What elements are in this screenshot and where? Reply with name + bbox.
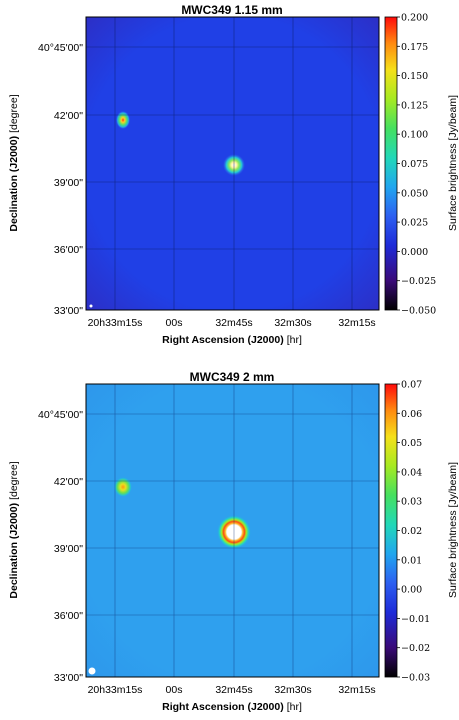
- colorbar-tick-label: 0.05: [401, 438, 422, 449]
- y-tick-labels: 40°45'00" 42'00" 39'00" 36'00" 33'00": [38, 42, 83, 317]
- y-tick-label: 40°45'00": [38, 42, 83, 54]
- colorbar-ticks: 0.200 0.175 0.150 0.125 0.100 0.075 0.050 0.025…: [397, 13, 436, 317]
- colorbar-tick-label: 0.100: [401, 130, 428, 141]
- x-tick-label: 32m15s: [338, 317, 375, 329]
- colorbar-tick-label: 0.000: [401, 247, 428, 258]
- y-tick-label: 33'00": [54, 305, 83, 317]
- colorbar-label: Surface brightness [Jy/beam]: [447, 95, 459, 231]
- x-axis-label: Right Ascension (J2000) [hr]: [162, 334, 302, 346]
- source-secondary: [116, 111, 130, 129]
- x-tick-labels: 20h33m15s 00s 32m45s 32m30s 32m15s: [88, 684, 376, 696]
- y-axis-label-unit: [degree]: [8, 461, 20, 500]
- x-tick-labels: 20h33m15s 00s 32m45s 32m30s 32m15s: [88, 317, 376, 329]
- colorbar-tick-label: 0.06: [401, 409, 422, 420]
- y-tick-label: 33'00": [54, 672, 83, 684]
- colorbar-tick-label: 0.04: [401, 467, 422, 478]
- colorbar-tick-label: 0.150: [401, 71, 428, 82]
- colorbar-ticks: 0.07 0.06 0.05 0.04 0.03 0.02 0.01 0.00 −0.01 −0.…: [397, 380, 430, 684]
- sky-image: [86, 384, 379, 677]
- x-axis-label-name: Right Ascension (J2000): [162, 701, 284, 713]
- y-tick-label: 42'00": [54, 476, 83, 488]
- chart-panel-1: MWC349 1.15 mm 20h33m15s 00s 32m45s 32m3…: [8, 3, 459, 346]
- colorbar-gradient: [384, 16, 398, 311]
- y-tick-label: 39'00": [54, 177, 83, 189]
- coordinate-grid: [86, 384, 379, 677]
- plot-frame: [85, 16, 380, 311]
- x-tick-label: 00s: [166, 317, 183, 329]
- colorbar-tick-label: 0.01: [401, 555, 422, 566]
- y-axis-label-unit: [degree]: [8, 94, 20, 133]
- y-tick-label: 36'00": [54, 610, 83, 622]
- colorbar-label: Surface brightness [Jy/beam]: [447, 462, 459, 598]
- colorbar-tick-label: 0.050: [401, 188, 428, 199]
- y-axis-label-name: Declination (J2000): [8, 503, 20, 599]
- x-tick-label: 32m30s: [274, 317, 311, 329]
- x-axis-label-unit: [hr]: [287, 701, 302, 713]
- y-axis-label-name: Declination (J2000): [8, 136, 20, 232]
- colorbar-tick-label: −0.03: [401, 673, 430, 684]
- x-tick-label: 20h33m15s: [88, 317, 143, 329]
- x-tick-label: 32m45s: [215, 684, 252, 696]
- x-tick-label: 00s: [166, 684, 183, 696]
- source-secondary: [114, 477, 132, 497]
- coordinate-grid: [86, 17, 379, 310]
- x-tick-label: 32m30s: [274, 684, 311, 696]
- colorbar-tick-label: −0.02: [401, 643, 430, 654]
- y-axis-label: Declination (J2000) [degree]: [8, 94, 20, 231]
- x-axis-label: Right Ascension (J2000) [hr]: [162, 701, 302, 713]
- colorbar-gradient: [384, 383, 398, 678]
- colorbar-tick-label: 0.025: [401, 218, 428, 229]
- colorbar-tick-label: 0.075: [401, 159, 428, 170]
- chart-panel-2: MWC349 2 mm 20h33m15s 00s 32m45s 32m30s …: [8, 370, 459, 713]
- x-tick-label: 20h33m15s: [88, 684, 143, 696]
- colorbar-tick-label: 0.02: [401, 526, 422, 537]
- x-tick-label: 32m45s: [215, 317, 252, 329]
- beam-marker: [88, 667, 96, 675]
- y-tick-labels: 40°45'00" 42'00" 39'00" 36'00" 33'00": [38, 409, 83, 684]
- plot-frame: [85, 383, 380, 678]
- colorbar-tick-label: 0.00: [401, 585, 422, 596]
- chart-title: MWC349 1.15 mm: [181, 3, 282, 17]
- colorbar-tick-label: 0.175: [401, 42, 428, 53]
- y-axis-label: Declination (J2000) [degree]: [8, 461, 20, 598]
- colorbar: 0.07 0.06 0.05 0.04 0.03 0.02 0.01 0.00 −0.01 −0.…: [384, 380, 459, 684]
- chart-title: MWC349 2 mm: [190, 370, 275, 384]
- y-tick-label: 39'00": [54, 543, 83, 555]
- colorbar-tick-label: 0.03: [401, 497, 422, 508]
- y-tick-label: 42'00": [54, 110, 83, 122]
- colorbar-tick-label: 0.07: [401, 380, 422, 391]
- colorbar-tick-label: −0.025: [401, 276, 436, 287]
- x-axis-label-unit: [hr]: [287, 334, 302, 346]
- y-tick-label: 36'00": [54, 244, 83, 256]
- colorbar-tick-label: −0.050: [401, 306, 436, 317]
- beam-marker: [89, 304, 93, 308]
- colorbar-tick-label: 0.200: [401, 13, 428, 24]
- colorbar-tick-label: −0.01: [401, 614, 430, 625]
- x-axis-label-name: Right Ascension (J2000): [162, 334, 284, 346]
- colorbar-tick-label: 0.125: [401, 100, 428, 111]
- x-tick-label: 32m15s: [338, 684, 375, 696]
- sky-image: [86, 17, 379, 310]
- y-tick-label: 40°45'00": [38, 409, 83, 421]
- colorbar: 0.200 0.175 0.150 0.125 0.100 0.075 0.050 0.025…: [384, 13, 459, 317]
